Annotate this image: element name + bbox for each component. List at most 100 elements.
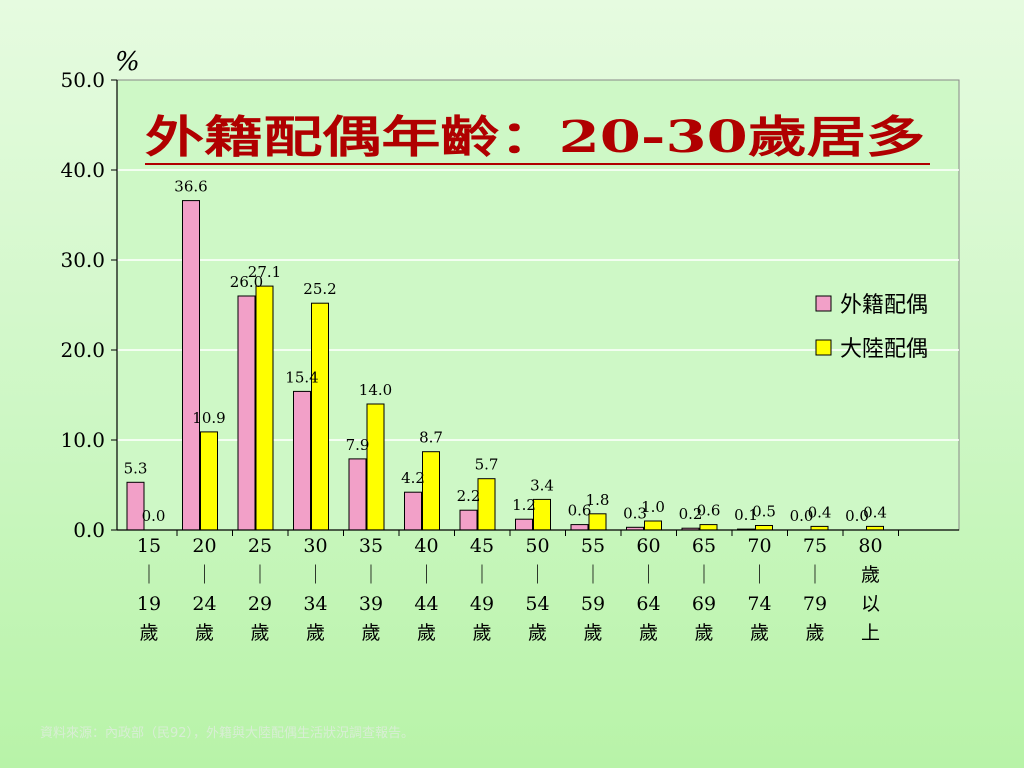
data-label: 0.3 [623,504,647,522]
bar-mainland [755,525,773,531]
data-label: 0.0 [790,507,814,525]
x-tick-label: 歲 [750,622,769,644]
bar-foreign [182,200,200,531]
bar-mainland [477,478,496,531]
x-tick-label: 69 [692,593,716,615]
x-tick-label: 35 [359,535,383,557]
chart-title: 外籍配偶年齡：20-30歲居多 [145,112,925,163]
data-label: 1.8 [586,491,610,509]
bar-mainland [533,498,551,531]
bar-foreign [570,524,589,531]
y-tick-label: 20.0 [60,338,105,362]
x-tick-label: 歲 [250,622,269,644]
x-tick-label: 70 [747,535,771,557]
y-tick-label: 30.0 [60,248,105,272]
x-tick-label: 74 [747,593,771,615]
data-label: 5.7 [475,456,499,474]
source-note: 資料來源：內政部（民92），外籍與大陸配偶生活狀況調查報告。 [40,726,415,741]
data-label: 0.4 [863,503,887,521]
bar-foreign [348,458,367,531]
bar-mainland [422,451,440,531]
y-axis: 0.0 10.0 20.0 30.0 40.0 50.0 [60,68,118,542]
x-tick-label: 45 [470,535,494,557]
x-tick-label: 歲 [139,622,158,644]
x-tick-label: 75 [803,535,827,557]
y-tick-label: 0.0 [73,518,105,542]
legend-swatch [815,295,832,312]
data-label: 14.0 [359,381,392,399]
y-tick-label: 50.0 [60,68,105,92]
data-label: 7.9 [346,436,370,454]
bar-mainland [200,431,218,531]
bar-labels: 5.3 0.0 36.6 10.9 26.027.1 15.4 25.2 7.9 14.0 4.2… [124,178,887,525]
x-tick-label: 65 [692,535,716,557]
bar-mainland [644,520,662,531]
x-tick-label: 15 [137,535,161,557]
data-label: 0.0 [845,507,869,525]
data-label: 0.4 [808,503,832,521]
x-tick-label: ｜ [472,564,491,586]
x-tick-label: 歲 [417,622,436,644]
data-label: 0.6 [568,502,592,520]
data-label: 0.1 [734,506,758,524]
x-tick-label: 歲 [306,622,325,644]
y-axis-unit: % [115,47,140,77]
x-tick-label: ｜ [639,564,658,586]
x-tick-label: 歲 [195,622,214,644]
data-label: 1.2 [512,496,536,514]
x-tick-label: ｜ [139,564,158,586]
x-tick-label: ｜ [195,564,214,586]
x-tick-label: 39 [359,593,383,615]
x-tick-label: ｜ [750,564,769,586]
x-tick-label: 29 [248,593,272,615]
x-tick-label: 50 [525,535,549,557]
x-tick-label: ｜ [528,564,547,586]
x-tick-label: 34 [303,593,327,615]
legend-swatch [815,339,832,356]
x-tick-label: ｜ [417,564,436,586]
data-label: 0.6 [697,502,721,520]
x-tick-label: 19 [137,593,161,615]
bar-foreign [293,390,311,531]
x-tick-label: 44 [414,593,438,615]
data-label: 4.2 [401,469,425,487]
data-label: 25.2 [303,280,336,298]
x-tick-label: 55 [581,535,605,557]
x-tick-label: 79 [803,593,827,615]
data-label: 3.4 [530,476,554,494]
x-tick-label: 歲 [861,564,880,586]
data-label: 0.5 [752,503,776,521]
x-tick-label: ｜ [583,564,602,586]
x-axis: 15 ｜ 19 歲 20 ｜ 24 歲 25 ｜ 29 歲 30 ｜ 34 歲 35 ｜ 39 歲 40 ｜ 44 歲 45 ｜ 4… [117,529,959,644]
x-tick-label: 歲 [805,622,824,644]
data-label: 26.0 [230,273,263,291]
bar-foreign [404,491,422,531]
data-label: 27.1 [248,263,281,281]
x-tick-label: ｜ [361,564,380,586]
x-tick-label: 20 [192,535,216,557]
y-tick-label: 40.0 [60,158,105,182]
x-tick-label: 上 [861,622,880,644]
x-tick-label: 歲 [694,622,713,644]
x-tick-label: 25 [248,535,272,557]
x-tick-label: 歲 [472,622,491,644]
data-label: 36.6 [174,178,207,196]
data-label: 8.7 [419,429,443,447]
data-label: 10.9 [192,409,225,427]
x-tick-label: 60 [636,535,660,557]
x-tick-label: 40 [414,535,438,557]
bar-mainland [366,403,385,531]
x-tick-label: 64 [636,593,660,615]
x-tick-label: 以 [861,593,880,615]
bar-mainland [255,285,274,531]
x-tick-label: ｜ [694,564,713,586]
x-tick-label: 24 [192,593,216,615]
x-tick-label: ｜ [250,564,269,586]
x-tick-label: 80 [858,535,882,557]
bar-foreign [515,518,533,531]
data-label: 5.3 [124,459,148,477]
x-tick-label: 歲 [639,622,658,644]
bar-mainland [588,513,607,531]
y-tick-label: 10.0 [60,428,105,452]
